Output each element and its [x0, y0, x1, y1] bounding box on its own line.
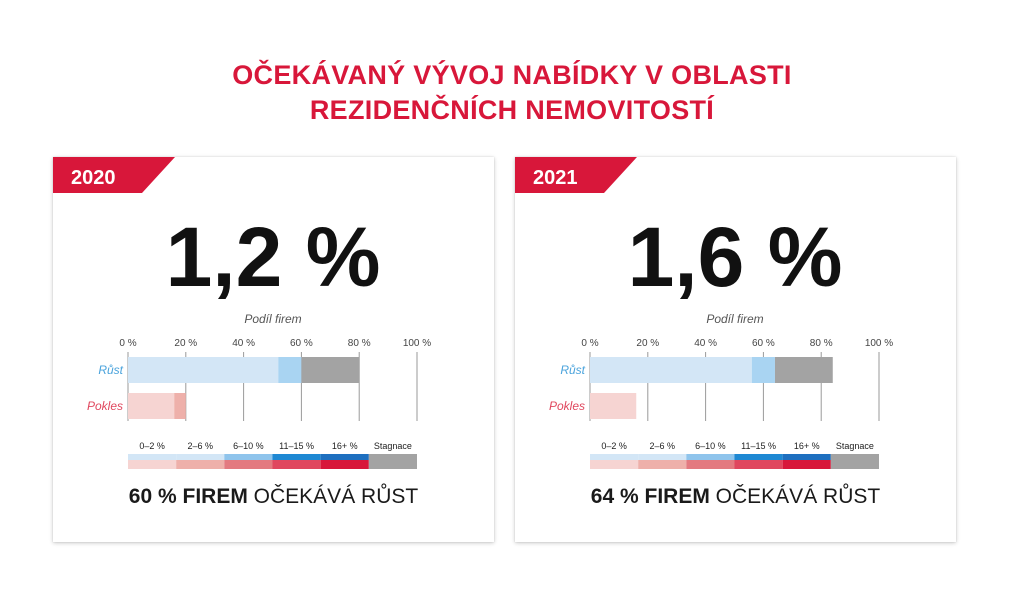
x-tick-label: 60 %: [290, 338, 313, 349]
legend-swatch-bottom: [176, 460, 225, 469]
title-line-2: REZIDENČNÍCH NEMOVITOSTÍ: [309, 95, 715, 125]
x-tick-label: 0 %: [119, 338, 136, 349]
bar-segment: [278, 357, 302, 383]
bar-segment: [590, 357, 752, 383]
row-label: Růst: [560, 363, 585, 377]
legend-label: 11–15 %: [741, 441, 776, 451]
legend-label: 2–6 %: [649, 441, 675, 451]
legend-swatch-bottom: [590, 460, 639, 469]
legend-swatch-bottom: [830, 460, 879, 469]
panel-2020: 2020 1,2 % Podíl firem 0 % 20 % 40 % 60 % 80 %…: [53, 157, 494, 542]
x-tick-label: 0 %: [581, 338, 598, 349]
legend-label: 0–2 %: [601, 441, 627, 451]
year-ribbon: 2020: [53, 157, 175, 193]
bar-segment: [174, 393, 186, 419]
bar-segment: [128, 357, 279, 383]
row-label: Pokles: [549, 399, 585, 413]
big-value: 1,2 %: [166, 210, 381, 304]
bar-segment: [774, 357, 833, 383]
legend-swatch-top: [686, 454, 735, 460]
x-tick-label: 60 %: [752, 338, 775, 349]
x-tick-label: 80 %: [810, 338, 833, 349]
legend-swatch-top: [272, 454, 321, 460]
legend-swatch-bottom: [734, 460, 783, 469]
legend-swatch-bottom: [686, 460, 735, 469]
page-title: OČEKÁVANÝ VÝVOJ NABÍDKY V OBLASTI REZIDE…: [0, 58, 1024, 128]
footer-text: 64 % FIREM OČEKÁVÁ RŮST: [515, 485, 956, 509]
footer-bold: 64 % FIREM: [590, 485, 710, 508]
panel-2021: 2021 1,6 % Podíl firem 0 % 20 % 40 % 60 % 80 %…: [515, 157, 956, 542]
legend-swatch-bottom: [128, 460, 177, 469]
legend-label: 16+ %: [332, 441, 358, 451]
bar-segment: [590, 393, 637, 419]
x-tick-label: 40 %: [694, 338, 717, 349]
legend-swatch-top: [830, 454, 879, 460]
bar-segment: [128, 393, 175, 419]
legend-label: Stagnace: [836, 441, 874, 451]
legend-label: 6–10 %: [233, 441, 264, 451]
legend-label: 11–15 %: [279, 441, 314, 451]
legend-label: 0–2 %: [139, 441, 165, 451]
legend-swatch-bottom: [224, 460, 273, 469]
x-tick-label: 40 %: [232, 338, 255, 349]
legend-swatch-bottom: [782, 460, 831, 469]
legend-swatch-top: [782, 454, 831, 460]
footer-rest: OČEKÁVÁ RŮST: [247, 485, 419, 508]
legend-swatch-bottom: [368, 460, 417, 469]
legend-swatch-top: [638, 454, 687, 460]
footer-rest: OČEKÁVÁ RŮST: [709, 485, 881, 508]
chart-2020: 1,2 % Podíl firem 0 % 20 % 40 % 60 % 80 % 100 %…: [87, 210, 431, 469]
year-ribbon: 2021: [515, 157, 637, 193]
legend-swatch-top: [734, 454, 783, 460]
x-tick-label: 100 %: [865, 338, 893, 349]
x-tick-label: 100 %: [403, 338, 431, 349]
row-label: Růst: [98, 363, 123, 377]
legend-swatch-bottom: [272, 460, 321, 469]
row-label: Pokles: [87, 399, 123, 413]
footer-bold: 60 % FIREM: [128, 485, 248, 508]
legend-swatch-top: [224, 454, 273, 460]
big-value: 1,6 %: [628, 210, 843, 304]
year-label: 2021: [533, 167, 578, 189]
legend-swatch-top: [176, 454, 225, 460]
bar-segment: [301, 357, 360, 383]
legend-swatch-top: [368, 454, 417, 460]
x-tick-label: 20 %: [636, 338, 659, 349]
legend-swatch-bottom: [320, 460, 369, 469]
legend-swatch-top: [590, 454, 639, 460]
bar-segment: [751, 357, 775, 383]
legend-label: Stagnace: [374, 441, 412, 451]
legend-swatch-top: [320, 454, 369, 460]
legend-swatch-bottom: [638, 460, 687, 469]
x-tick-label: 80 %: [348, 338, 371, 349]
chart-2021: 1,6 % Podíl firem 0 % 20 % 40 % 60 % 80 % 100 %…: [549, 210, 893, 469]
footer-text: 60 % FIREM OČEKÁVÁ RŮST: [53, 485, 494, 509]
year-ribbon-shape: [53, 157, 175, 193]
x-tick-label: 20 %: [174, 338, 197, 349]
axis-title: Podíl firem: [244, 312, 301, 326]
legend-swatch-top: [128, 454, 177, 460]
legend-label: 6–10 %: [695, 441, 726, 451]
axis-title: Podíl firem: [706, 312, 763, 326]
year-ribbon-shape: [515, 157, 637, 193]
title-line-1: OČEKÁVANÝ VÝVOJ NABÍDKY V OBLASTI: [232, 60, 792, 90]
legend-label: 16+ %: [794, 441, 820, 451]
legend-label: 2–6 %: [187, 441, 213, 451]
year-label: 2020: [71, 167, 116, 189]
